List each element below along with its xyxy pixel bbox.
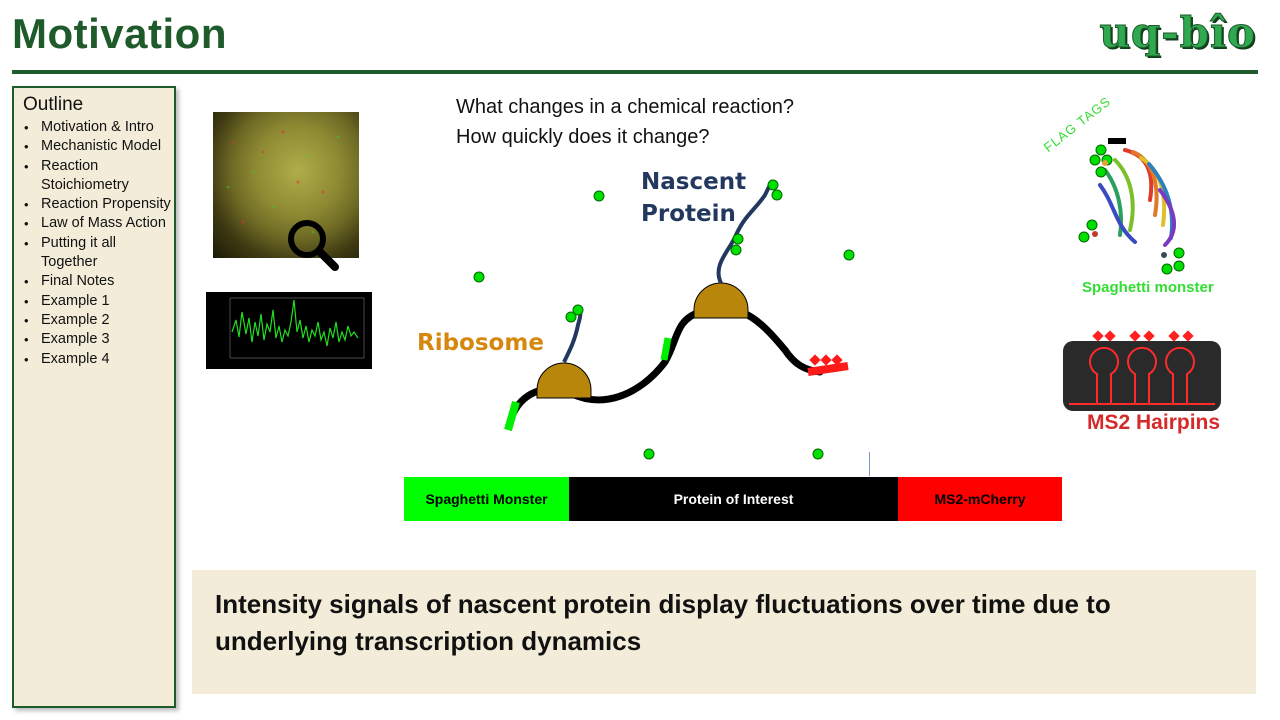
question-line-1: What changes in a chemical reaction?: [456, 96, 794, 118]
ms2-hairpins-graphic: [1063, 341, 1221, 411]
ms2-hairpins-label: MS2 Hairpins: [1087, 411, 1221, 434]
uq-bio-logo: uq-bîo: [1099, 8, 1256, 58]
microscopy-speckle: [226, 130, 340, 234]
intensity-trace-plot: [206, 292, 372, 369]
summary-panel: [192, 570, 1256, 694]
outline-item[interactable]: Putting it all Together: [24, 234, 174, 273]
ribosome-label: Ribosome: [417, 330, 544, 356]
free-fluorophore: [593, 190, 605, 202]
mrna-spaghetti-region: [660, 337, 672, 361]
nascent-label-line-1: Nascent: [641, 169, 747, 195]
protein-of-interest-segment: Protein of Interest: [569, 477, 898, 521]
nascent-fluorophore: [771, 189, 783, 201]
outline-item[interactable]: Example 4: [24, 350, 174, 370]
nascent-protein-label: Nascent Protein: [641, 166, 746, 230]
title-divider: [12, 70, 1258, 74]
free-fluorophore: [643, 448, 655, 460]
nascent-label-line-2: Protein: [641, 201, 736, 227]
ms2-tags: [809, 354, 843, 366]
spaghetti-monster-protein: [1078, 138, 1185, 275]
microscopy-cell-image: [213, 112, 359, 271]
ribosome-right: [693, 282, 749, 319]
outline-panel: Outline Motivation & Intro Mechanistic M…: [12, 86, 176, 708]
free-fluorophore: [812, 448, 824, 460]
free-fluorophore: [843, 249, 855, 261]
mrna-ms2-region: [807, 362, 849, 376]
magnifier-icon: [288, 220, 339, 271]
intensity-trace: [229, 297, 365, 359]
translation-diagram: [473, 179, 855, 460]
summary-statement: Intensity signals of nascent protein dis…: [215, 589, 1111, 656]
outline-item[interactable]: Example 1: [24, 292, 174, 312]
nascent-fluorophore: [565, 311, 577, 323]
nascent-fluorophore: [730, 244, 742, 256]
outline-item[interactable]: Example 3: [24, 330, 174, 350]
question-line-2: How quickly does it change?: [456, 126, 710, 148]
outline-item[interactable]: Mechanistic Model: [24, 137, 174, 157]
outline-item[interactable]: Final Notes: [24, 272, 174, 292]
outline-item[interactable]: Example 2: [24, 311, 174, 331]
ms2-mcherry-segment: MS2-mCherry: [898, 477, 1062, 521]
nascent-fluorophore: [572, 304, 584, 316]
spaghetti-monster-label: Spaghetti monster: [1082, 279, 1214, 296]
outline-item[interactable]: Reaction Propensity: [24, 195, 174, 215]
gene-construct-bar: Spaghetti Monster Protein of Interest MS…: [404, 477, 1062, 521]
free-fluorophore: [473, 271, 485, 283]
nascent-fluorophore: [732, 233, 744, 245]
ribosome-left: [536, 362, 592, 399]
slide-title: Motivation: [12, 10, 227, 57]
spaghetti-monster-segment: Spaghetti Monster: [404, 477, 569, 521]
nascent-fluorophore: [767, 179, 779, 191]
outline-list: Motivation & Intro Mechanistic Model Rea…: [14, 118, 174, 369]
ms2-hairpins-drawing: [1069, 330, 1215, 405]
outline-item[interactable]: Reaction Stoichiometry: [24, 157, 174, 196]
mrna-spaghetti-region: [504, 400, 520, 432]
motivation-questions: What changes in a chemical reaction? How…: [456, 92, 794, 152]
outline-item[interactable]: Law of Mass Action: [24, 214, 174, 234]
construct-marker-line: [869, 452, 870, 476]
outline-item[interactable]: Motivation & Intro: [24, 118, 174, 138]
outline-heading: Outline: [23, 94, 84, 115]
